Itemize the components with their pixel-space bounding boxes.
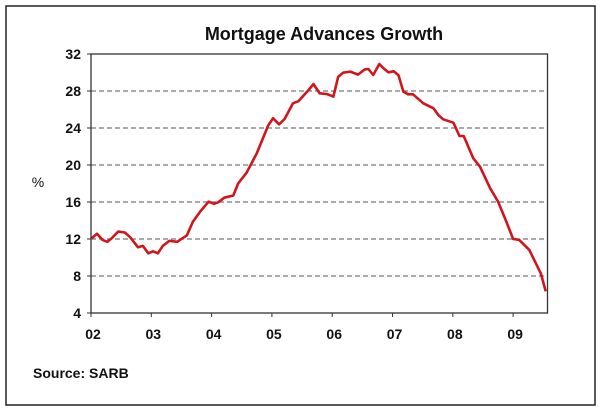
x-tick-label: 07 (387, 326, 403, 342)
x-tick-label: 04 (206, 326, 222, 342)
y-tick-label: 32 (65, 46, 81, 62)
x-tick-label: 05 (266, 326, 282, 342)
y-tick-label: 12 (65, 231, 81, 247)
y-tick-label: 4 (73, 305, 81, 321)
x-tick-label: 02 (85, 326, 101, 342)
y-tick-label: 16 (65, 194, 81, 210)
y-tick-label: 8 (73, 268, 81, 284)
x-tick-label: 06 (326, 326, 342, 342)
x-tick-label: 03 (146, 326, 162, 342)
y-tick-label: 28 (65, 83, 81, 99)
x-tick-label: 09 (507, 326, 523, 342)
series-line (92, 64, 546, 291)
x-tick-label: 08 (447, 326, 463, 342)
y-tick-label: 20 (65, 157, 81, 173)
y-axis-label: % (32, 174, 44, 190)
chart-border (6, 6, 595, 405)
y-tick-label: 24 (65, 120, 81, 136)
source-note: Source: SARB (33, 365, 129, 381)
chart-title: Mortgage Advances Growth (205, 24, 443, 44)
